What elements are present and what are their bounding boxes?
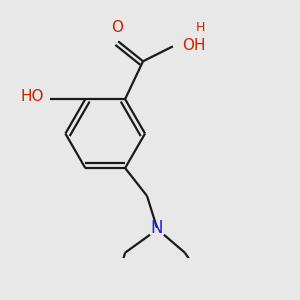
- Text: OH: OH: [182, 38, 206, 53]
- Text: O: O: [111, 20, 123, 35]
- Text: N: N: [151, 219, 163, 237]
- Text: H: H: [196, 21, 206, 34]
- Text: HO: HO: [21, 88, 44, 104]
